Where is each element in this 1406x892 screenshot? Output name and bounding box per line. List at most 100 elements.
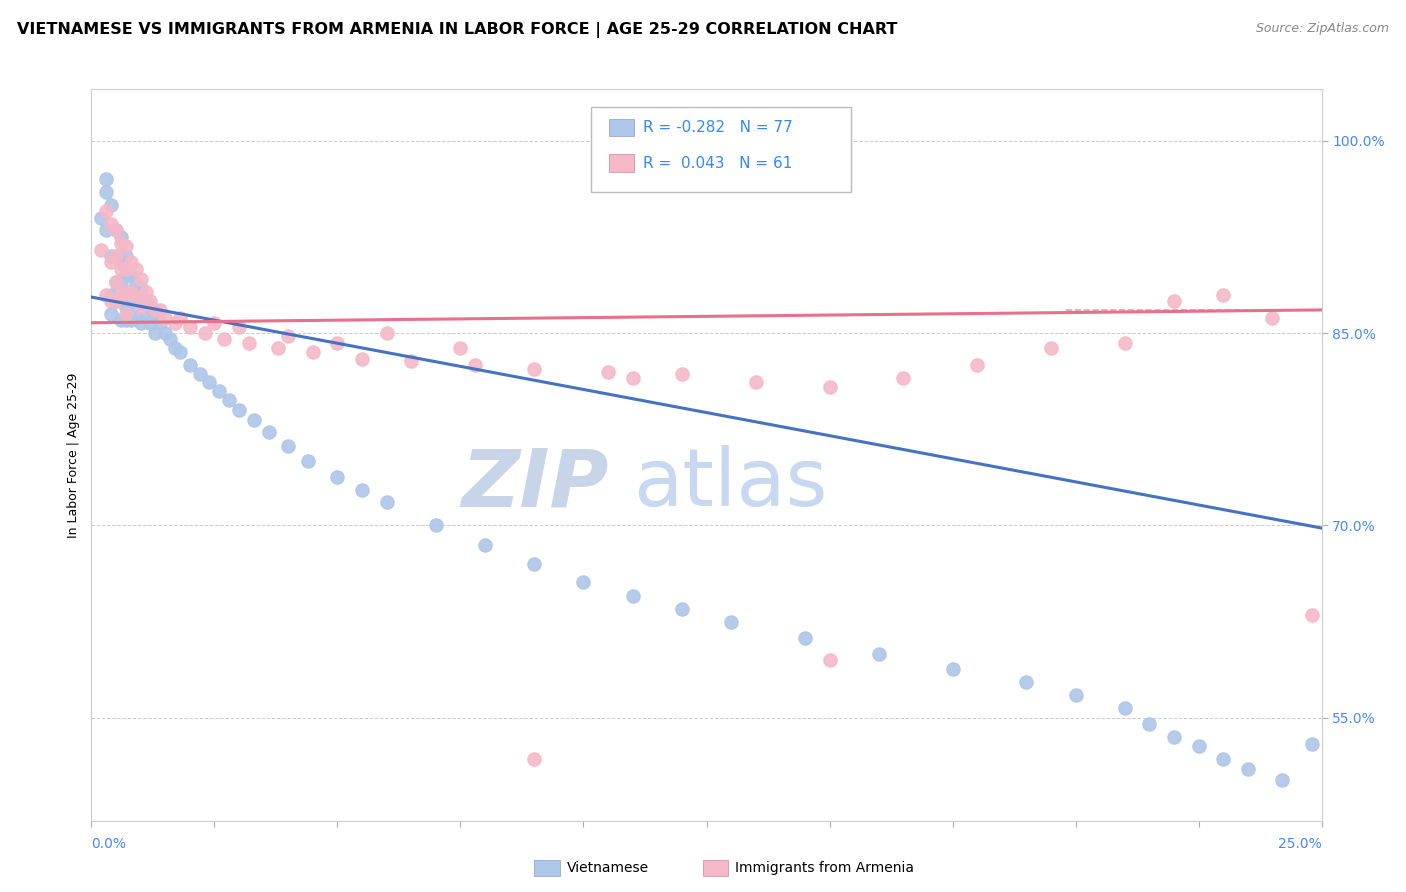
Point [124, 261, 146, 276]
Point [114, 285, 138, 299]
Text: atlas: atlas [633, 445, 827, 524]
Point [153, 310, 177, 325]
Point [100, 293, 122, 308]
Point [1261, 310, 1284, 325]
Point [1114, 700, 1136, 714]
Point [110, 229, 132, 244]
Point [163, 316, 186, 330]
Point [96, 204, 117, 219]
Point [242, 413, 264, 427]
Point [1114, 336, 1136, 351]
Point [228, 319, 250, 334]
Point [375, 495, 398, 509]
Point [110, 275, 132, 289]
Point [179, 319, 201, 334]
Point [124, 310, 146, 325]
Point [1064, 688, 1087, 702]
Point [120, 313, 142, 327]
Point [399, 354, 422, 368]
Text: R =  0.043   N = 61: R = 0.043 N = 61 [643, 156, 792, 170]
Point [621, 589, 644, 603]
Point [596, 364, 619, 378]
Point [1015, 675, 1038, 690]
Point [110, 313, 132, 327]
Point [153, 326, 177, 340]
Point [90, 243, 112, 257]
Point [120, 301, 142, 315]
Point [129, 298, 152, 312]
Point [105, 223, 127, 237]
Point [120, 255, 142, 269]
Point [114, 249, 138, 263]
Point [96, 287, 117, 301]
Point [96, 223, 117, 237]
Point [218, 392, 240, 407]
Text: 25.0%: 25.0% [1278, 837, 1322, 851]
Text: Vietnamese: Vietnamese [567, 861, 648, 875]
Text: VIETNAMESE VS IMMIGRANTS FROM ARMENIA IN LABOR FORCE | AGE 25-29 CORRELATION CHA: VIETNAMESE VS IMMIGRANTS FROM ARMENIA IN… [17, 22, 897, 38]
Point [1301, 737, 1323, 751]
Point [1187, 739, 1209, 754]
Point [114, 261, 138, 276]
Point [149, 302, 172, 317]
Point [212, 333, 235, 347]
Point [110, 293, 132, 308]
Point [257, 425, 280, 439]
Y-axis label: In Labor Force | Age 25-29: In Labor Force | Age 25-29 [67, 372, 80, 538]
Point [301, 345, 323, 359]
Point [1163, 730, 1185, 744]
Point [135, 310, 156, 325]
Point [449, 342, 471, 356]
Point [474, 538, 496, 552]
Point [891, 371, 914, 385]
Point [129, 272, 152, 286]
Point [1320, 723, 1343, 738]
Point [124, 293, 146, 308]
Point [208, 384, 231, 398]
Point [163, 342, 186, 356]
Point [114, 307, 138, 321]
Point [135, 285, 156, 299]
Point [100, 307, 122, 321]
Point [793, 632, 815, 646]
Point [169, 310, 191, 325]
Text: Immigrants from Armenia: Immigrants from Armenia [735, 861, 914, 875]
Point [228, 403, 250, 417]
Point [114, 239, 138, 253]
Point [139, 316, 162, 330]
Point [1212, 287, 1234, 301]
Point [202, 316, 225, 330]
Text: R = -0.282   N = 77: R = -0.282 N = 77 [643, 120, 793, 135]
Point [671, 602, 693, 616]
Point [277, 439, 299, 453]
Point [868, 647, 890, 661]
Point [149, 316, 172, 330]
Point [105, 275, 127, 289]
Point [1237, 762, 1260, 776]
Point [425, 518, 447, 533]
Point [720, 615, 742, 629]
Point [671, 367, 693, 381]
Point [105, 249, 127, 263]
Point [966, 358, 988, 372]
Point [1301, 608, 1323, 623]
Point [1039, 342, 1063, 356]
Point [145, 326, 166, 340]
Point [124, 290, 146, 304]
Point [464, 358, 486, 372]
Point [523, 752, 546, 766]
Point [193, 326, 217, 340]
Point [179, 358, 201, 372]
Point [114, 313, 138, 327]
Point [818, 380, 841, 394]
Point [100, 255, 122, 269]
Point [941, 662, 963, 676]
Point [621, 371, 644, 385]
Point [326, 336, 349, 351]
Point [523, 557, 546, 571]
Point [105, 293, 127, 308]
Point [110, 261, 132, 276]
Point [277, 328, 299, 343]
Point [139, 293, 162, 308]
Point [120, 285, 142, 299]
